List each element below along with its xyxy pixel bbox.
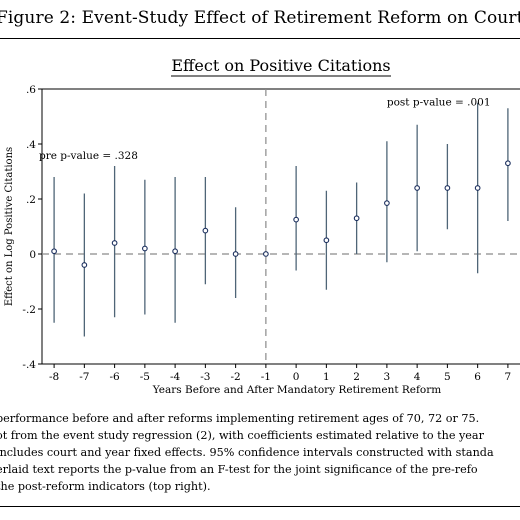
- y-tick-label: .6: [26, 84, 36, 96]
- point-estimate: [505, 160, 511, 167]
- x-tick-label: -1: [261, 371, 271, 383]
- point-estimate: [384, 200, 390, 206]
- chart-text: Effect on Positive Citations Years Before…: [4, 56, 491, 396]
- point-estimate: [172, 248, 178, 255]
- x-tick-label: -5: [140, 371, 150, 383]
- y-tick-label: -.2: [22, 304, 36, 316]
- caption-line: erlaid text reports the p-value from an …: [0, 463, 478, 476]
- y-tick-label: .4: [26, 139, 36, 151]
- point-estimate: [414, 185, 420, 191]
- y-tick-label: .2: [26, 194, 36, 206]
- x-tick-label: -3: [200, 371, 210, 383]
- x-tick-label: -4: [170, 371, 181, 383]
- point-estimate: [444, 185, 451, 191]
- top-rule: [0, 38, 520, 39]
- chart-axes: -.4 -.2 0 .2 .4 .6 -8 -7 -6 -5 -4 -3 -2 -1 0 1 2 3 4 5 6 7: [22, 84, 511, 383]
- point-estimate: [81, 262, 88, 268]
- point-estimate: [474, 185, 481, 191]
- x-tick-label: 4: [414, 371, 421, 383]
- point-estimate: [263, 251, 269, 257]
- y-tick-label: 0: [29, 249, 36, 261]
- point-estimate: [142, 245, 148, 252]
- point-estimate: [232, 251, 239, 257]
- chart-title: Effect on Positive Citations: [171, 56, 390, 75]
- point-estimate: [202, 227, 209, 234]
- bottom-rule: [0, 506, 520, 507]
- x-tick-label: 0: [293, 371, 300, 383]
- x-tick-label: 6: [474, 371, 481, 383]
- x-tick-label: 5: [444, 371, 451, 383]
- x-tick-label: 7: [505, 371, 512, 383]
- caption-line: performance before and after reforms imp…: [0, 412, 480, 425]
- figure-title: Figure 2: Event-Study Effect of Retireme…: [0, 8, 520, 28]
- point-estimate: [353, 215, 360, 222]
- event-study-chart: -.4 -.2 0 .2 .4 .6 -8 -7 -6 -5 -4 -3 -2 -1 0 1 2 3 4 5 6 7 Ef…: [4, 56, 520, 396]
- y-axis-label: Effect on Log Positive Citations: [4, 147, 15, 306]
- x-tick-label: -7: [79, 371, 89, 383]
- y-tick-label: -.4: [22, 359, 36, 371]
- reference-lines: [42, 89, 520, 364]
- x-tick-label: 1: [323, 371, 330, 383]
- caption-line: includes court and year fixed effects. 9…: [0, 446, 494, 459]
- point-estimate: [51, 248, 57, 255]
- chart-marks: [51, 102, 511, 337]
- point-estimate: [323, 237, 330, 244]
- x-tick-label: -2: [231, 371, 241, 383]
- point-estimate: [111, 240, 118, 246]
- x-axis-label: Years Before and After Mandatory Retirem…: [152, 384, 441, 396]
- figure-caption: performance before and after reforms imp…: [0, 410, 520, 495]
- x-tick-label: 2: [353, 371, 360, 383]
- point-estimate: [293, 216, 299, 223]
- caption-line: ot from the event study regression (2), …: [0, 429, 484, 442]
- chart-frame: [41, 88, 520, 365]
- caption-line: the post-reform indicators (top right).: [0, 480, 211, 493]
- pvalue-annotation: pre p-value = .328: [39, 150, 138, 162]
- x-tick-label: -8: [49, 371, 59, 383]
- x-tick-label: 3: [384, 371, 391, 383]
- pvalue-annotation: post p-value = .001: [387, 97, 491, 109]
- x-tick-label: -6: [109, 371, 120, 383]
